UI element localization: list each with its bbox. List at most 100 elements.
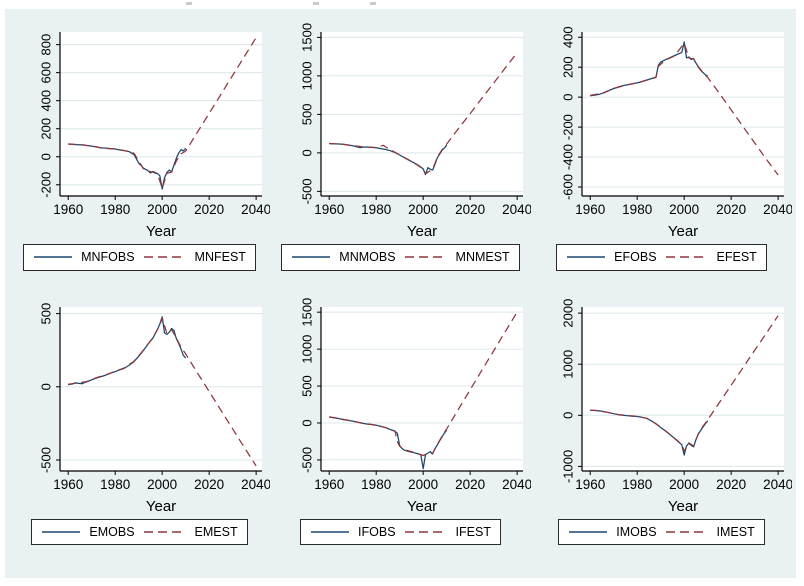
y-tick-label: -200 bbox=[560, 114, 575, 140]
plot-area bbox=[581, 32, 784, 196]
em-legend: EMOBS EMEST bbox=[31, 518, 248, 545]
subplot-if: -500 0 500 1000 1500 1960 1980 2000 2020 2040 Year… bbox=[271, 298, 531, 545]
x-tick-label: 1960 bbox=[314, 477, 344, 492]
y-tick-label: -600 bbox=[560, 174, 575, 200]
efest-line bbox=[589, 42, 779, 176]
obs-legend-label: EMOBS bbox=[89, 524, 135, 539]
obs-legend-label: IFOBS bbox=[358, 524, 396, 539]
y-tick-label: -500 bbox=[299, 446, 314, 472]
obs-legend-label: IMOBS bbox=[616, 524, 657, 539]
y-tick-label: 1500 bbox=[299, 23, 314, 52]
x-tick-label: 1980 bbox=[622, 477, 652, 492]
y-tick-label: -500 bbox=[299, 178, 314, 204]
x-tick-label: 2000 bbox=[408, 477, 438, 492]
x-tick-label: 2040 bbox=[763, 202, 792, 217]
x-tick-label: 2020 bbox=[716, 477, 746, 492]
mnf-plot: -200 0 200 400 600 800 1960 1980 2000 2020 2040 Yea… bbox=[38, 32, 270, 239]
subplot-mnf: -200 0 200 400 600 800 1960 1980 2000 2020 2040 Yea… bbox=[10, 23, 270, 271]
x-axis-title: Year bbox=[145, 223, 175, 239]
x-axis-title: Year bbox=[406, 498, 436, 514]
est-legend-label: MNMEST bbox=[455, 250, 510, 264]
subplot-im: -1000 0 1000 2000 1960 1980 2000 2020 2040 Year I… bbox=[532, 298, 792, 545]
plot-area bbox=[320, 306, 523, 471]
obs-legend-label: MNFOBS bbox=[81, 250, 135, 264]
y-tick-label: 1000 bbox=[299, 334, 314, 363]
x-tick-label: 2000 bbox=[147, 477, 177, 492]
y-tick-label: 800 bbox=[38, 34, 53, 56]
x-tick-label: 1980 bbox=[361, 477, 391, 492]
x-tick-label: 2020 bbox=[194, 477, 224, 492]
if-plot: -500 0 500 1000 1500 1960 1980 2000 2020 2040 Year bbox=[299, 298, 531, 514]
est-legend-label: IMEST bbox=[716, 524, 755, 539]
obs-line-sample bbox=[34, 256, 73, 258]
mnm-plot: -500 0 500 1000 1500 1960 1980 2000 2020 2040 Year bbox=[299, 23, 531, 239]
x-tick-label: 2040 bbox=[502, 202, 531, 217]
y-tick-label: 500 bbox=[299, 375, 314, 397]
x-tick-label: 2040 bbox=[241, 477, 270, 492]
est-line-sample bbox=[143, 531, 186, 533]
est-legend-label: EMEST bbox=[194, 524, 238, 539]
y-tick-label: 0 bbox=[38, 153, 53, 160]
est-line-sample bbox=[404, 256, 447, 258]
x-tick-label: 2040 bbox=[763, 477, 792, 492]
y-tick-label: 400 bbox=[38, 90, 53, 112]
x-tick-label: 2020 bbox=[455, 202, 485, 217]
x-axis-title: Year bbox=[667, 223, 697, 239]
x-tick-label: 1960 bbox=[575, 477, 605, 492]
subplot-ef: -600 -400 -200 0 200 400 1960 1980 2000 2020 2040 Y… bbox=[532, 23, 792, 271]
y-tick-label: 1500 bbox=[299, 298, 314, 327]
y-tick-label: 1000 bbox=[560, 349, 575, 378]
mnf-legend: MNFOBS MNFEST bbox=[23, 244, 256, 271]
if-legend: IFOBS IFEST bbox=[300, 518, 501, 545]
est-legend-label: EFEST bbox=[716, 250, 757, 264]
x-tick-label: 2000 bbox=[408, 202, 438, 217]
est-line-sample bbox=[665, 531, 708, 533]
mnfest-line bbox=[67, 37, 257, 189]
obs-line-sample bbox=[311, 531, 350, 533]
x-tick-label: 1980 bbox=[622, 202, 652, 217]
x-tick-label: 2000 bbox=[669, 202, 699, 217]
imest-line bbox=[589, 314, 779, 452]
y-tick-label: 200 bbox=[38, 118, 53, 140]
x-tick-label: 2000 bbox=[669, 477, 699, 492]
x-tick-label: 1960 bbox=[53, 477, 83, 492]
y-tick-label: -200 bbox=[38, 172, 53, 198]
cropped-text-artifact bbox=[186, 2, 192, 5]
y-tick-label: 0 bbox=[560, 411, 575, 418]
y-tick-label: 400 bbox=[560, 26, 575, 48]
em-plot: -500 0 500 1960 1980 2000 2020 2040 Year bbox=[38, 302, 270, 513]
subplot-em: -500 0 500 1960 1980 2000 2020 2040 Year EMOBS E… bbox=[10, 298, 270, 545]
x-tick-label: 2020 bbox=[716, 202, 746, 217]
y-tick-label: 500 bbox=[38, 302, 53, 324]
obs-line-sample bbox=[42, 531, 81, 533]
ef-legend: EFOBS EFEST bbox=[556, 244, 767, 271]
y-tick-label: 0 bbox=[299, 419, 314, 426]
est-legend-label: IFEST bbox=[455, 524, 491, 539]
y-tick-label: 0 bbox=[560, 94, 575, 101]
y-tick-label: 1000 bbox=[299, 61, 314, 90]
im-plot: -1000 0 1000 2000 1960 1980 2000 2020 2040 Year bbox=[560, 298, 792, 513]
y-tick-label: 600 bbox=[38, 62, 53, 84]
y-tick-label: -1000 bbox=[560, 449, 575, 482]
obs-line-sample bbox=[567, 256, 606, 258]
mnfobs-line bbox=[67, 143, 186, 190]
emest-line bbox=[67, 316, 257, 466]
cropped-text-artifact bbox=[370, 2, 376, 5]
plot-area bbox=[59, 306, 262, 471]
x-tick-label: 1960 bbox=[53, 202, 83, 217]
mnm-legend: MNMOBS MNMEST bbox=[281, 244, 520, 271]
x-tick-label: 2020 bbox=[194, 202, 224, 217]
obs-legend-label: MNMOBS bbox=[339, 250, 396, 264]
y-tick-label: -400 bbox=[560, 144, 575, 170]
mnmest-line bbox=[328, 52, 518, 175]
plot-area bbox=[59, 32, 262, 196]
est-line-sample bbox=[404, 531, 447, 533]
x-tick-label: 1960 bbox=[575, 202, 605, 217]
est-line-sample bbox=[665, 256, 708, 258]
est-legend-label: MNFEST bbox=[194, 250, 246, 264]
x-tick-label: 1980 bbox=[100, 202, 130, 217]
est-line-sample bbox=[143, 256, 186, 258]
x-tick-label: 1980 bbox=[361, 202, 391, 217]
obs-line-sample bbox=[292, 256, 331, 258]
x-tick-label: 2040 bbox=[241, 202, 270, 217]
